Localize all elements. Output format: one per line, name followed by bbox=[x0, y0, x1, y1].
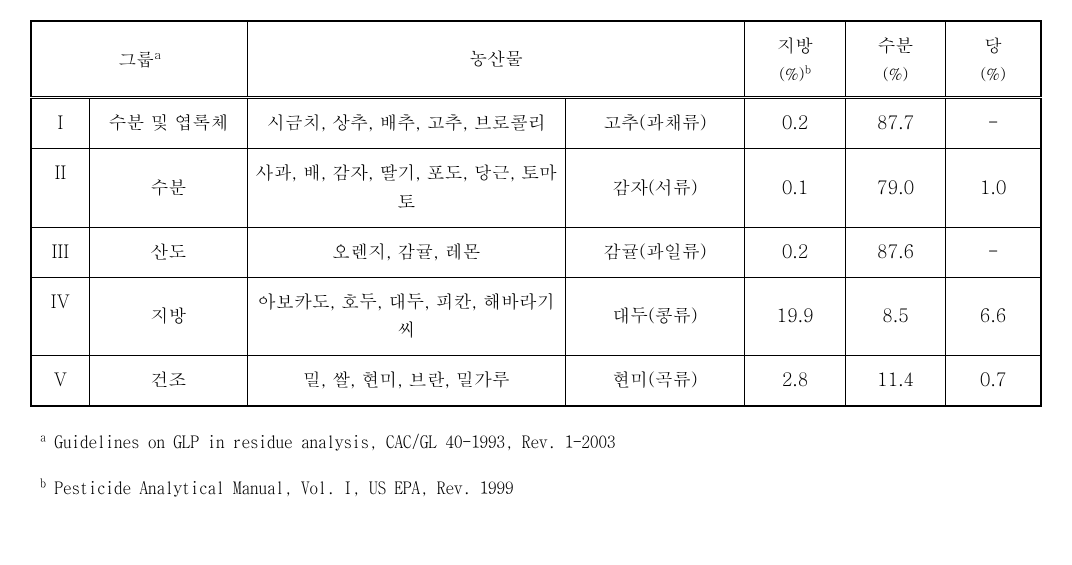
cell-items: 오렌지, 감귤, 레몬 bbox=[248, 227, 565, 277]
cell-rep: 고추(과채류) bbox=[565, 98, 745, 149]
cell-rep: 감귤(과일류) bbox=[565, 227, 745, 277]
header-group-sup: a bbox=[154, 45, 161, 63]
header-sugar-unit: (%) bbox=[952, 61, 1034, 87]
table-row: IV 지방 아보카도, 호두, 대두, 피칸, 해바라기씨 대두(콩류) 19.… bbox=[31, 277, 1041, 356]
cell-rep: 현미(곡류) bbox=[565, 356, 745, 406]
table-row: II 수분 사과, 배, 감자, 딸기, 포도, 당근, 토마토 감자(서류) … bbox=[31, 149, 1041, 228]
header-sugar-label: 당 bbox=[984, 33, 1002, 58]
cell-water: 79.0 bbox=[845, 149, 945, 228]
cell-fat: 0.1 bbox=[745, 149, 845, 228]
footnote-a: a Guidelines on GLP in residue analysis,… bbox=[40, 425, 1042, 457]
footnote-a-text: Guidelines on GLP in residue analysis, C… bbox=[46, 429, 616, 453]
cell-num: III bbox=[31, 227, 89, 277]
cell-water: 87.6 bbox=[845, 227, 945, 277]
header-fat-label: 지방 bbox=[777, 33, 813, 58]
cell-num: V bbox=[31, 356, 89, 406]
header-produce: 농산물 bbox=[248, 21, 745, 98]
cell-num: II bbox=[31, 149, 89, 228]
cell-num: IV bbox=[31, 277, 89, 356]
cell-fat: 0.2 bbox=[745, 98, 845, 149]
footnote-b-text: Pesticide Analytical Manual, Vol. I, US … bbox=[46, 475, 514, 499]
cell-sugar: - bbox=[946, 227, 1041, 277]
cell-fat: 2.8 bbox=[745, 356, 845, 406]
table-row: V 건조 밀, 쌀, 현미, 브란, 밀가루 현미(곡류) 2.8 11.4 0… bbox=[31, 356, 1041, 406]
cell-water: 11.4 bbox=[845, 356, 945, 406]
table-row: I 수분 및 엽록체 시금치, 상추, 배추, 고추, 브로콜리 고추(과채류)… bbox=[31, 98, 1041, 149]
cell-fat: 19.9 bbox=[745, 277, 845, 356]
cell-sugar: - bbox=[946, 98, 1041, 149]
cell-water: 87.7 bbox=[845, 98, 945, 149]
table-body: I 수분 및 엽록체 시금치, 상추, 배추, 고추, 브로콜리 고추(과채류)… bbox=[31, 98, 1041, 406]
cell-group: 수분 bbox=[89, 149, 248, 228]
cell-sugar: 1.0 bbox=[946, 149, 1041, 228]
cell-water: 8.5 bbox=[845, 277, 945, 356]
header-water: 수분 (%) bbox=[845, 21, 945, 98]
header-fat-unit: (%)b bbox=[751, 61, 838, 87]
produce-groups-table: 그룹a 농산물 지방 (%)b 수분 (%) 당 (%) I 수분 및 엽록체 … bbox=[30, 20, 1042, 407]
header-water-label: 수분 bbox=[878, 33, 914, 58]
cell-sugar: 0.7 bbox=[946, 356, 1041, 406]
cell-sugar: 6.6 bbox=[946, 277, 1041, 356]
header-fat: 지방 (%)b bbox=[745, 21, 845, 98]
cell-group: 지방 bbox=[89, 277, 248, 356]
cell-rep: 감자(서류) bbox=[565, 149, 745, 228]
header-group: 그룹a bbox=[31, 21, 248, 98]
header-sugar: 당 (%) bbox=[946, 21, 1041, 98]
footnote-b: b Pesticide Analytical Manual, Vol. I, U… bbox=[40, 471, 1042, 503]
cell-fat: 0.2 bbox=[745, 227, 845, 277]
cell-items: 아보카도, 호두, 대두, 피칸, 해바라기씨 bbox=[248, 277, 565, 356]
header-group-label: 그룹 bbox=[118, 47, 154, 72]
cell-num: I bbox=[31, 98, 89, 149]
header-water-unit: (%) bbox=[852, 61, 939, 87]
cell-items: 밀, 쌀, 현미, 브란, 밀가루 bbox=[248, 356, 565, 406]
cell-group: 수분 및 엽록체 bbox=[89, 98, 248, 149]
cell-rep: 대두(콩류) bbox=[565, 277, 745, 356]
header-fat-sup: b bbox=[805, 61, 811, 77]
table-header-row: 그룹a 농산물 지방 (%)b 수분 (%) 당 (%) bbox=[31, 21, 1041, 98]
table-row: III 산도 오렌지, 감귤, 레몬 감귤(과일류) 0.2 87.6 - bbox=[31, 227, 1041, 277]
cell-group: 산도 bbox=[89, 227, 248, 277]
cell-items: 시금치, 상추, 배추, 고추, 브로콜리 bbox=[248, 98, 565, 149]
cell-items: 사과, 배, 감자, 딸기, 포도, 당근, 토마토 bbox=[248, 149, 565, 228]
footnotes: a Guidelines on GLP in residue analysis,… bbox=[30, 425, 1042, 504]
cell-group: 건조 bbox=[89, 356, 248, 406]
